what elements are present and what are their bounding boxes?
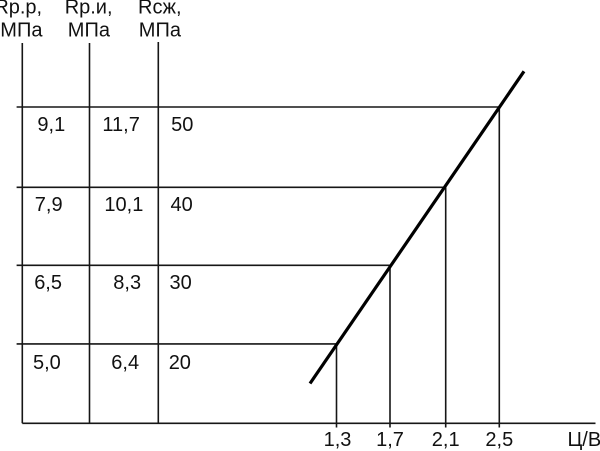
svg-text:2,5: 2,5 [485, 429, 513, 451]
svg-text:6,5: 6,5 [34, 272, 62, 294]
svg-text:Rр.и,: Rр.и, [65, 0, 113, 19]
svg-text:2,1: 2,1 [432, 429, 460, 451]
svg-text:МПа: МПа [68, 20, 111, 42]
svg-text:8,3: 8,3 [113, 272, 141, 294]
svg-text:40: 40 [171, 194, 193, 216]
svg-text:11,7: 11,7 [102, 114, 139, 136]
svg-text:30: 30 [170, 272, 192, 294]
svg-text:5,0: 5,0 [33, 352, 61, 374]
svg-text:10,1: 10,1 [104, 194, 143, 216]
svg-text:Rр.р,: Rр.р, [0, 0, 42, 19]
svg-text:50: 50 [171, 114, 193, 136]
svg-text:7,9: 7,9 [35, 194, 63, 216]
svg-text:9,1: 9,1 [37, 114, 65, 136]
svg-text:МПа: МПа [0, 20, 43, 42]
svg-text:1,3: 1,3 [324, 429, 352, 451]
svg-text:6,4: 6,4 [111, 352, 139, 374]
svg-text:Rсж,: Rсж, [138, 0, 182, 19]
svg-text:МПа: МПа [139, 20, 182, 42]
svg-text:1,7: 1,7 [376, 429, 404, 451]
svg-text:20: 20 [169, 352, 191, 374]
svg-text:Ц/В: Ц/В [568, 429, 600, 451]
